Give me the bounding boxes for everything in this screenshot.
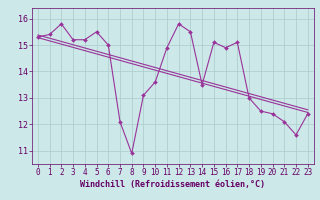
X-axis label: Windchill (Refroidissement éolien,°C): Windchill (Refroidissement éolien,°C) (80, 180, 265, 189)
